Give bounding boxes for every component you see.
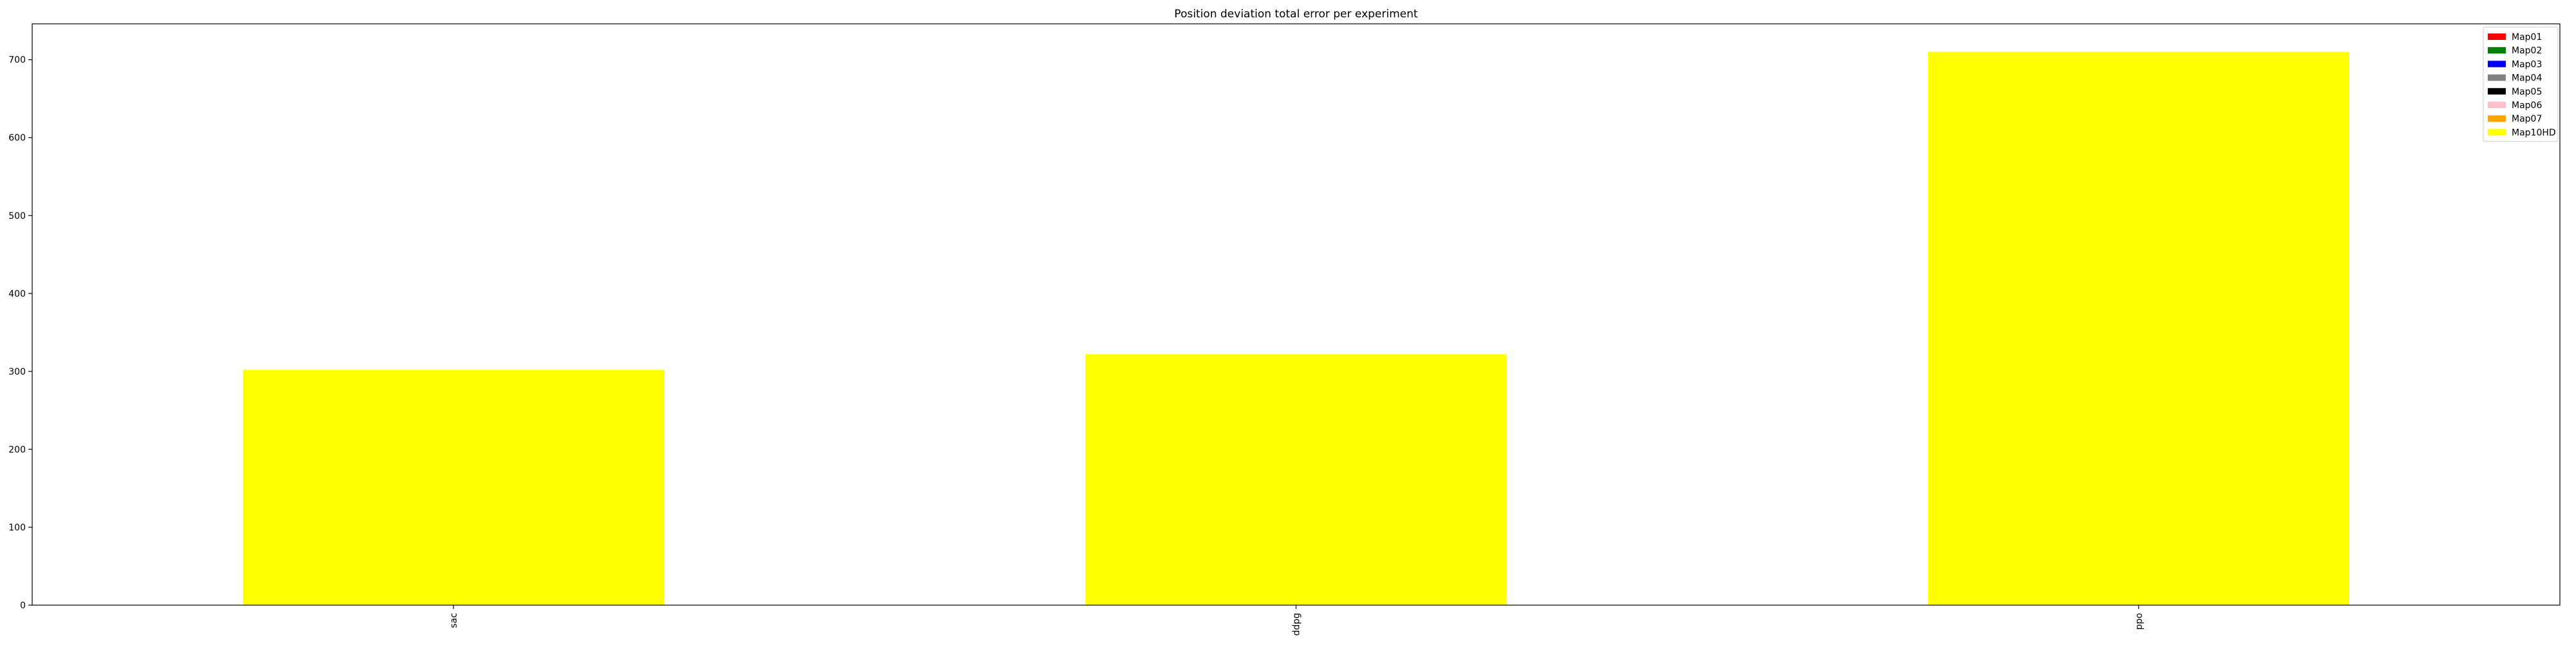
y-axis: 0 100 200 300 400 500 600 700 xyxy=(8,55,32,611)
legend-swatch-map07 xyxy=(2488,115,2506,122)
legend-label-map10hd: Map10HD xyxy=(2512,127,2556,138)
chart-title: Position deviation total error per exper… xyxy=(1174,8,1417,21)
y-tick-label: 700 xyxy=(8,55,26,66)
y-tick-label: 200 xyxy=(8,445,26,455)
legend-swatch-map03 xyxy=(2488,61,2506,68)
x-tick-label-ppo: ppo xyxy=(2134,613,2145,630)
legend-swatch-map06 xyxy=(2488,102,2506,108)
bar-ddpg-map10hd xyxy=(1085,354,1507,605)
legend-label-map06: Map06 xyxy=(2512,100,2542,111)
legend-label-map05: Map05 xyxy=(2512,87,2542,97)
y-tick-label: 100 xyxy=(8,523,26,533)
legend-label-map02: Map02 xyxy=(2512,46,2542,56)
y-tick-label: 600 xyxy=(8,133,26,144)
x-axis: sac ddpg ppo xyxy=(449,605,2145,636)
y-tick-label: 0 xyxy=(20,601,26,611)
x-tick-label-ddpg: ddpg xyxy=(1292,613,1302,636)
legend-swatch-map01 xyxy=(2488,33,2506,40)
bar-sac-map10hd xyxy=(243,370,665,605)
y-tick-label: 400 xyxy=(8,289,26,299)
legend-swatch-map02 xyxy=(2488,47,2506,54)
legend-swatch-map04 xyxy=(2488,74,2506,81)
legend: Map01 Map02 Map03 Map04 Map05 Map06 Map07 Map10… xyxy=(2483,26,2559,142)
bars-layer xyxy=(243,52,2349,605)
legend-box xyxy=(2483,26,2559,142)
legend-label-map03: Map03 xyxy=(2512,59,2542,70)
x-tick-label-sac: sac xyxy=(449,613,459,628)
legend-label-map04: Map04 xyxy=(2512,73,2542,84)
legend-swatch-map05 xyxy=(2488,88,2506,95)
legend-swatch-map10hd xyxy=(2488,129,2506,136)
bar-ppo-map10hd xyxy=(1927,52,2349,605)
legend-label-map01: Map01 xyxy=(2512,32,2542,42)
y-tick-label: 500 xyxy=(8,211,26,221)
y-tick-label: 300 xyxy=(8,367,26,377)
legend-label-map07: Map07 xyxy=(2512,114,2542,124)
